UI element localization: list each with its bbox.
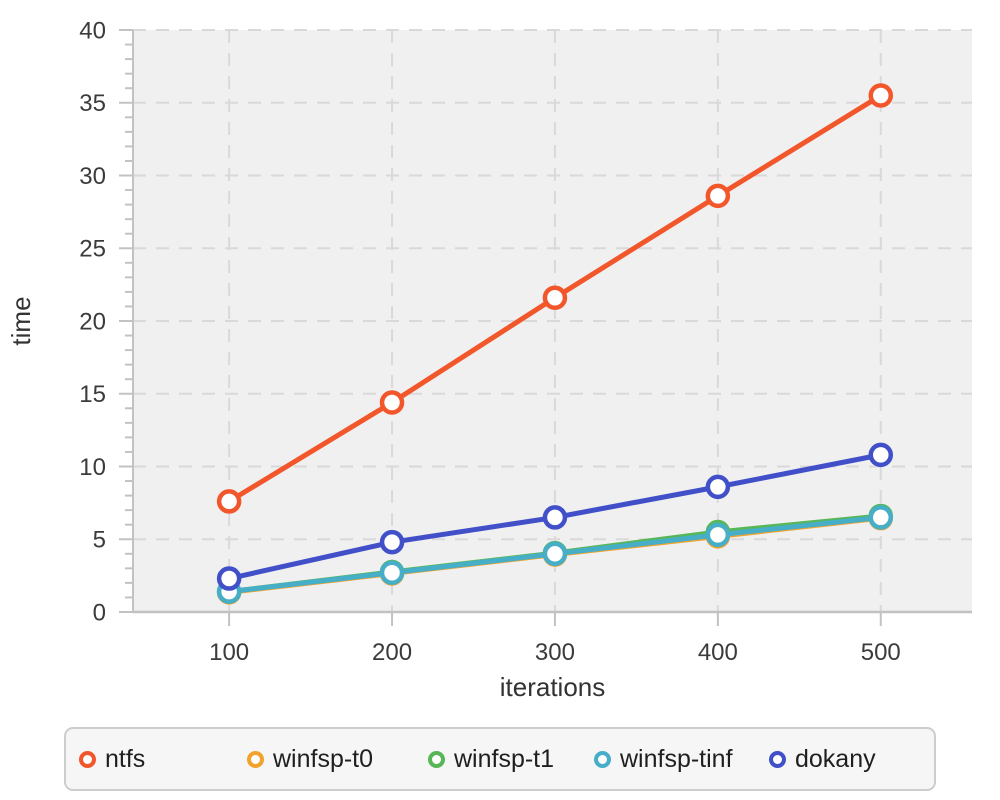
legend-item-ntfs[interactable]: ntfs <box>79 745 247 774</box>
data-point-ntfs-300 <box>542 285 568 310</box>
y-tick-label: 0 <box>93 599 106 626</box>
data-point-winfsp-tinf-500 <box>868 505 894 530</box>
x-tick-label: 100 <box>209 639 249 666</box>
data-point-winfsp-tinf-200 <box>379 560 405 585</box>
legend-label-winfsp-t0: winfsp-t0 <box>273 744 374 773</box>
y-tick-label: 25 <box>79 236 106 263</box>
x-tick-label: 500 <box>861 639 901 666</box>
data-point-dokany-100 <box>216 566 242 591</box>
y-tick-label: 30 <box>79 163 106 190</box>
y-tick-label: 5 <box>93 527 106 554</box>
data-point-ntfs-400 <box>705 183 731 209</box>
y-axis-title: time <box>6 296 36 345</box>
data-point-ntfs-100 <box>216 489 242 514</box>
winfsp-tinf-series-marker-icon <box>594 750 611 768</box>
line-chart: 0 5 10 15 20 25 30 35 40 100 200 300 400 500 time itera… <box>6 17 972 702</box>
winfsp-t0-series-marker-icon <box>247 750 264 768</box>
y-tick-label: 20 <box>79 308 106 335</box>
y-tick-label: 10 <box>79 454 106 481</box>
legend: ntfs winfsp-t0 winfsp-t1 winfsp-tinf dok… <box>64 727 936 791</box>
data-point-winfsp-tinf-400 <box>705 522 731 548</box>
legend-label-winfsp-tinf: winfsp-tinf <box>620 744 733 773</box>
data-point-dokany-300 <box>542 505 568 530</box>
x-tick-label: 400 <box>698 639 738 666</box>
legend-label-dokany: dokany <box>795 744 876 773</box>
data-point-dokany-500 <box>868 442 894 468</box>
x-axis-title: iterations <box>500 672 606 702</box>
ntfs-series-marker-icon <box>79 750 96 768</box>
y-tick-label: 35 <box>79 90 106 117</box>
legend-item-dokany[interactable]: dokany <box>769 745 876 774</box>
data-point-dokany-200 <box>379 529 405 555</box>
legend-item-winfsp-tinf[interactable]: winfsp-tinf <box>594 745 769 774</box>
data-point-dokany-400 <box>705 474 731 500</box>
data-point-ntfs-500 <box>868 83 894 108</box>
legend-label-ntfs: ntfs <box>105 744 146 773</box>
data-point-ntfs-200 <box>379 390 405 415</box>
winfsp-t1-series-marker-icon <box>428 750 445 768</box>
legend-item-winfsp-t0[interactable]: winfsp-t0 <box>247 745 428 774</box>
legend-item-winfsp-t1[interactable]: winfsp-t1 <box>428 745 594 774</box>
legend-label-winfsp-t1: winfsp-t1 <box>454 744 555 773</box>
x-tick-label: 200 <box>372 639 412 666</box>
data-point-winfsp-tinf-300 <box>542 541 568 567</box>
y-tick-label: 15 <box>79 381 106 408</box>
dokany-series-marker-icon <box>769 750 786 768</box>
y-tick-label: 40 <box>79 17 106 44</box>
x-tick-label: 300 <box>535 639 575 666</box>
